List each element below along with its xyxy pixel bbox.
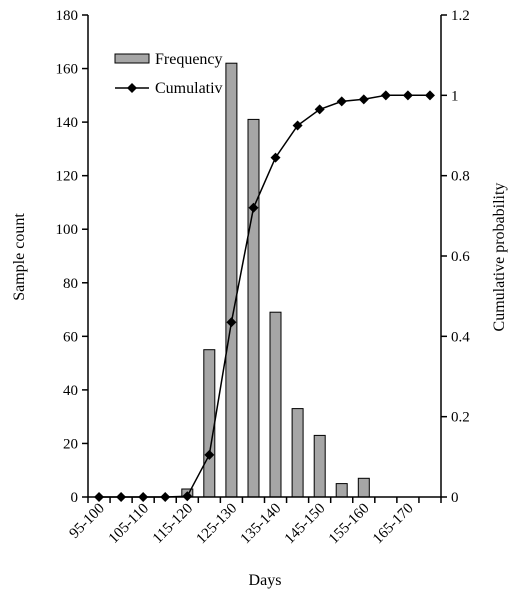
y-tick-label: 40 — [63, 383, 78, 399]
cumulative-point-125-130 — [226, 317, 237, 328]
x-tick-label: 155-160 — [326, 501, 373, 548]
bar-155-160 — [357, 477, 370, 498]
y2-tick-label: 0.4 — [451, 329, 470, 345]
y2-axis-label: Cumulative probability — [491, 183, 508, 332]
bar-140-145 — [291, 408, 304, 498]
cumulative-point-170-175 — [424, 90, 435, 101]
x-tick-label: 105-110 — [106, 501, 152, 547]
y2-tick-label: 0.8 — [451, 169, 470, 185]
legend-cumulative-label: Cumulativ — [155, 80, 223, 97]
cumulative-point-160-165 — [380, 90, 391, 101]
y-tick-label: 100 — [56, 222, 79, 238]
cumulative-point-115-120 — [182, 491, 193, 502]
cumulative-point-130-135 — [248, 202, 259, 213]
y-tick-label: 120 — [56, 169, 79, 185]
line-layer — [94, 90, 435, 502]
y2-tick-label: 0.6 — [451, 249, 470, 265]
y2-tick-label: 0 — [451, 490, 459, 506]
bar-125-130 — [225, 62, 238, 498]
bar-120-125 — [203, 349, 216, 498]
legend-cumulative-marker — [127, 83, 137, 93]
x-tick-label: 115-120 — [150, 501, 196, 547]
cumulative-point-135-140 — [270, 152, 281, 163]
legend: Frequency Cumulativ — [114, 51, 223, 97]
x-tick-label: 135-140 — [238, 501, 285, 548]
y-tick-label: 20 — [63, 436, 78, 452]
x-tick-label: 125-130 — [194, 501, 241, 548]
y2-tick-label: 1.2 — [451, 8, 470, 24]
x-axis-label: Days — [249, 572, 282, 589]
bar-150-155 — [335, 483, 348, 498]
x-tick-label: 165-170 — [370, 501, 417, 548]
y2-tick-label: 1 — [451, 88, 459, 104]
y-tick-label: 140 — [56, 115, 79, 131]
y-tick-label: 60 — [63, 329, 78, 345]
y-tick-label: 0 — [71, 490, 79, 506]
y-axis-label: Sample count — [11, 213, 28, 301]
cumulative-point-165-170 — [402, 90, 413, 101]
x-tick-label: 95-100 — [66, 501, 107, 542]
cumulative-point-145-150 — [314, 104, 325, 115]
x-tick-label: 145-150 — [282, 501, 329, 548]
cumulative-point-120-125 — [204, 449, 215, 460]
cumulative-line — [99, 94, 430, 498]
cumulative-point-150-155 — [336, 96, 347, 107]
y-tick-label: 80 — [63, 276, 78, 292]
y-tick-label: 180 — [56, 8, 79, 24]
axes-layer: 0 20 40 60 80 100 120 140 160 180 0 0.2 0.4 0.6 0.8 1 1.… — [56, 8, 471, 547]
bar-135-140 — [269, 311, 282, 498]
bars-layer — [181, 62, 370, 498]
legend-frequency-label: Frequency — [155, 51, 223, 68]
cumulative-point-140-145 — [292, 120, 303, 131]
bar-145-150 — [313, 434, 326, 498]
y-tick-label: 160 — [56, 62, 79, 78]
cumulative-point-155-160 — [358, 94, 369, 105]
bar-130-135 — [247, 118, 260, 498]
legend-frequency-swatch — [114, 53, 150, 64]
y2-tick-label: 0.2 — [451, 410, 470, 426]
